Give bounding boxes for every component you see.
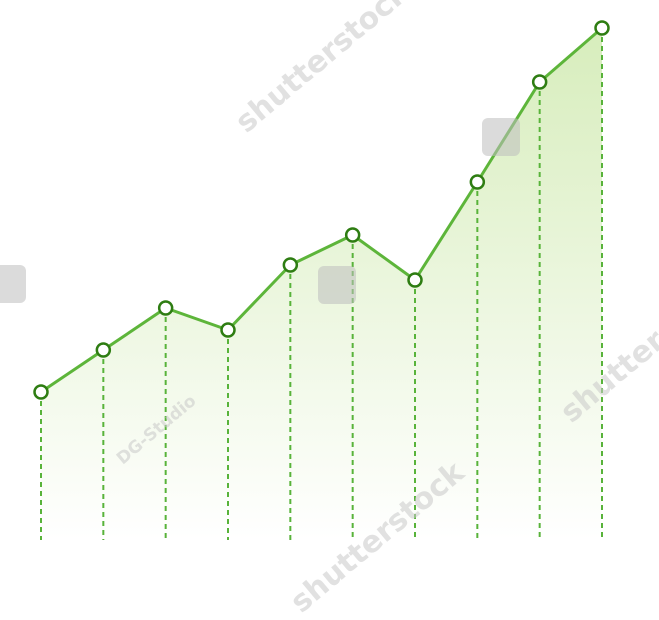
data-point: [282, 257, 299, 273]
data-point: [220, 322, 236, 338]
data-point: [157, 300, 174, 316]
line-chart: [33, 20, 610, 540]
data-point: [33, 384, 49, 400]
drop-lines: [40, 28, 603, 540]
data-point: [594, 20, 610, 36]
data-point: [95, 342, 112, 358]
area-fill: [41, 28, 602, 540]
data-point: [469, 174, 486, 190]
data-point: [407, 272, 423, 288]
data-points: [33, 20, 610, 400]
data-point: [344, 227, 361, 243]
data-point: [531, 74, 548, 90]
